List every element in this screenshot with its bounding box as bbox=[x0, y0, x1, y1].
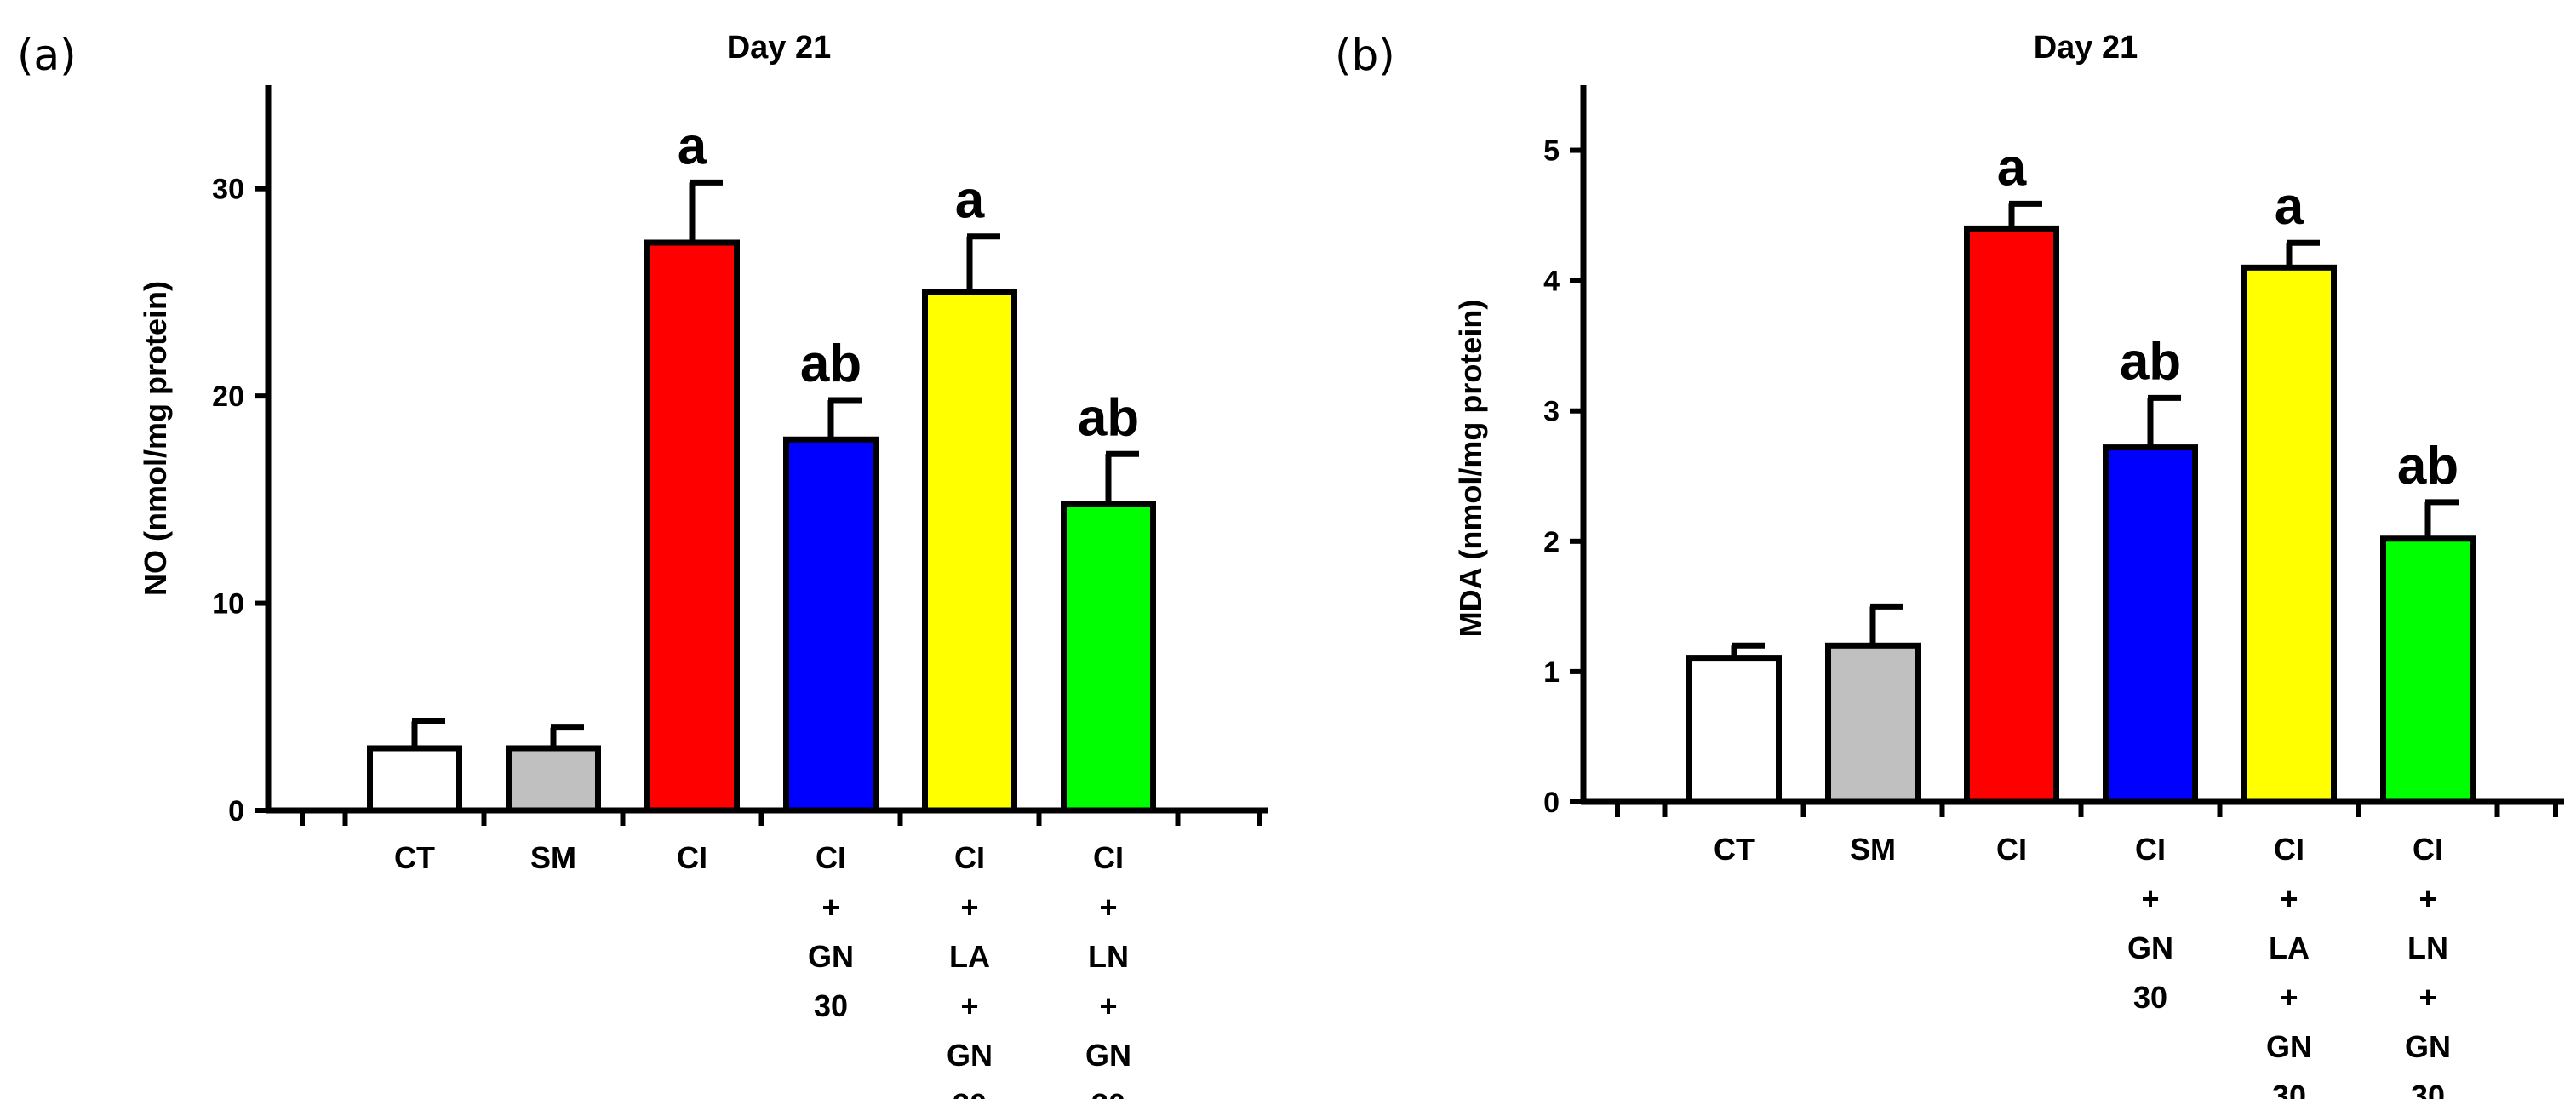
panel-a-bar bbox=[783, 436, 879, 814]
panel-a-significance-label: ab bbox=[1078, 388, 1139, 447]
panel-a-title: Day 21 bbox=[727, 30, 832, 66]
panel-b-category-label: 30 bbox=[2411, 1079, 2445, 1099]
panel-b-bar bbox=[2103, 444, 2198, 805]
panel-b-category-label: 30 bbox=[2272, 1079, 2306, 1099]
panel-b-category-label: CI bbox=[2274, 832, 2304, 867]
panel-b-category-label: LN bbox=[2407, 930, 2448, 965]
panel-b-y-tick-label: 5 bbox=[1543, 135, 1560, 168]
panel-a-category-label: GN bbox=[947, 1038, 993, 1073]
panel-b-label: (b) bbox=[1335, 31, 1395, 80]
panel-b-category-label: 30 bbox=[2133, 980, 2167, 1015]
panel-b: (b) Day 21 MDA (nmol/mg protein) 0 1 2 3 4 5 C… bbox=[1335, 30, 2564, 1099]
panel-a-bar bbox=[367, 745, 462, 814]
panel-b-y-tick-label: 4 bbox=[1543, 266, 1560, 298]
panel-b-category-label: CI bbox=[2135, 832, 2166, 867]
panel-a-category-label: + bbox=[960, 988, 978, 1023]
panel-a-label: (a) bbox=[17, 31, 77, 80]
panel-a-category-label: CI bbox=[677, 840, 707, 875]
panel-a-y-axis-label: NO (nmol/mg protein) bbox=[138, 281, 173, 596]
panel-b-plot: 0 1 2 3 4 5 CT SM a CI ab CI + GN 30 a CI + LA + GN 30 ab CI + LN… bbox=[1543, 85, 2564, 1099]
panel-a-category-label: CI bbox=[1093, 840, 1124, 875]
panel-a-category-label: CI bbox=[816, 840, 846, 875]
panel-a-category-label: LA bbox=[949, 939, 990, 974]
panel-b-significance-label: ab bbox=[2120, 332, 2181, 391]
panel-b-category-label: SM bbox=[1850, 832, 1896, 867]
panel-a-bar bbox=[922, 289, 1017, 814]
panel-b-significance-label: ab bbox=[2397, 437, 2459, 495]
panel-b-y-tick-label: 1 bbox=[1543, 656, 1560, 689]
panel-a-category-label: + bbox=[821, 890, 839, 924]
panel-a-bar bbox=[506, 745, 601, 814]
panel-a-category-label: 30 bbox=[814, 988, 848, 1023]
panel-b-category-label: + bbox=[2419, 980, 2436, 1015]
panel-b-category-label: + bbox=[2280, 881, 2298, 916]
panel-b-category-label: + bbox=[2419, 881, 2436, 916]
panel-a-significance-label: a bbox=[678, 117, 707, 175]
panel-b-category-label: GN bbox=[2405, 1029, 2451, 1064]
panel-a-category-label: CI bbox=[954, 840, 985, 875]
panel-b-bar bbox=[1686, 655, 1782, 805]
panel-a-category-label: LN bbox=[1088, 939, 1129, 974]
panel-b-y-tick-label: 0 bbox=[1543, 787, 1560, 819]
panel-a-category-label: CT bbox=[394, 840, 435, 875]
panel-b-category-label: GN bbox=[2127, 930, 2173, 965]
panel-a-plot: 0 10 20 30 CT SM a CI ab CI + GN 30 a CI + LA + GN 30 ab CI + L… bbox=[212, 85, 1268, 1099]
panel-a: (a) Day 21 NO (nmol/mg protein) 0 10 20 30 C… bbox=[17, 30, 1268, 1099]
panel-b-y-tick-label: 3 bbox=[1543, 396, 1560, 428]
panel-b-title: Day 21 bbox=[2034, 30, 2138, 66]
panel-a-y-tick-label: 0 bbox=[228, 795, 244, 827]
panel-a-category-label: + bbox=[1099, 988, 1117, 1023]
panel-b-category-label: GN bbox=[2266, 1029, 2312, 1064]
panel-a-y-tick-label: 10 bbox=[212, 588, 244, 621]
panel-b-bar bbox=[1825, 642, 1921, 805]
panel-a-category-label: GN bbox=[1085, 1038, 1131, 1073]
panel-b-significance-label: a bbox=[2275, 177, 2304, 236]
panel-b-bar bbox=[2241, 264, 2337, 805]
panel-b-bar bbox=[2380, 535, 2476, 805]
panel-a-category-label: SM bbox=[530, 840, 576, 875]
panel-a-bar bbox=[1061, 501, 1156, 814]
panel-b-category-label: CI bbox=[1996, 832, 2027, 867]
panel-a-category-label: 30 bbox=[953, 1087, 987, 1099]
panel-b-category-label: CT bbox=[1714, 832, 1755, 867]
panel-a-category-label: + bbox=[960, 890, 978, 924]
panel-a-category-label: 30 bbox=[1091, 1087, 1125, 1099]
panel-b-bar bbox=[1964, 225, 2059, 805]
panel-b-category-label: LA bbox=[2269, 930, 2310, 965]
panel-b-y-tick-label: 2 bbox=[1543, 526, 1560, 558]
panel-b-category-label: CI bbox=[2413, 832, 2443, 867]
panel-a-bar bbox=[644, 239, 740, 814]
panel-b-category-label: + bbox=[2141, 881, 2159, 916]
panel-a-significance-label: a bbox=[955, 171, 985, 230]
panel-a-category-label: + bbox=[1099, 890, 1117, 924]
panel-a-y-tick-label: 20 bbox=[212, 381, 244, 413]
panel-b-significance-label: a bbox=[1997, 138, 2027, 197]
panel-b-category-label: + bbox=[2280, 980, 2298, 1015]
panel-a-category-label: GN bbox=[808, 939, 854, 974]
panel-b-y-axis-label: MDA (nmol/mg protein) bbox=[1453, 300, 1488, 638]
panel-a-significance-label: ab bbox=[800, 335, 862, 393]
panel-a-y-tick-label: 30 bbox=[212, 174, 244, 206]
